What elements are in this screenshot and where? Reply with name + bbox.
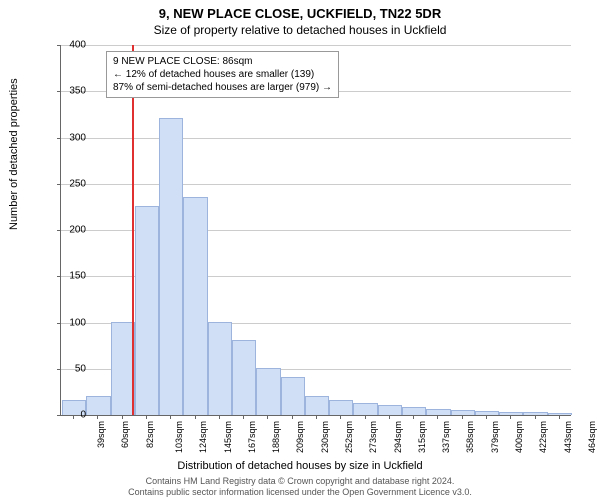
x-tick-label: 273sqm [368,421,378,453]
x-tick-label: 422sqm [538,421,548,453]
x-tick-mark [510,415,511,419]
x-tick-mark [559,415,560,419]
y-tick-label: 400 [46,40,86,51]
footer-line-2: Contains public sector information licen… [128,487,472,497]
x-tick-label: 167sqm [247,421,257,453]
x-tick-label: 188sqm [271,421,281,453]
x-tick-mark [365,415,366,419]
histogram-bar [183,197,207,415]
footer-attribution: Contains HM Land Registry data © Crown c… [0,476,600,498]
footer-line-1: Contains HM Land Registry data © Crown c… [146,476,455,486]
x-tick-label: 358sqm [465,421,475,453]
chart-title-main: 9, NEW PLACE CLOSE, UCKFIELD, TN22 5DR [0,0,600,21]
histogram-bar [329,400,353,415]
plot-area: 9 NEW PLACE CLOSE: 86sqm← 12% of detache… [60,45,571,416]
x-tick-label: 464sqm [587,421,597,453]
chart-container: 9, NEW PLACE CLOSE, UCKFIELD, TN22 5DR S… [0,0,600,500]
annotation-line: 87% of semi-detached houses are larger (… [113,81,332,94]
x-tick-mark [462,415,463,419]
chart-title-sub: Size of property relative to detached ho… [0,21,600,37]
y-tick-label: 350 [46,86,86,97]
x-tick-mark [535,415,536,419]
x-tick-mark [389,415,390,419]
annotation-box: 9 NEW PLACE CLOSE: 86sqm← 12% of detache… [106,51,339,98]
x-tick-label: 60sqm [120,421,130,448]
y-tick-label: 150 [46,271,86,282]
y-tick-label: 300 [46,132,86,143]
gridline [61,184,571,185]
x-tick-label: 103sqm [174,421,184,453]
histogram-bar [135,206,159,415]
x-tick-mark [195,415,196,419]
histogram-bar [256,368,280,415]
y-tick-label: 200 [46,225,86,236]
x-tick-label: 379sqm [490,421,500,453]
histogram-bar [305,396,329,416]
x-axis-label: Distribution of detached houses by size … [0,460,600,472]
x-tick-label: 337sqm [441,421,451,453]
annotation-line: 9 NEW PLACE CLOSE: 86sqm [113,55,332,68]
x-tick-label: 400sqm [514,421,524,453]
histogram-bar [402,407,426,415]
y-axis-label: Number of detached properties [8,78,20,230]
x-tick-mark [316,415,317,419]
x-tick-mark [146,415,147,419]
x-tick-mark [170,415,171,419]
x-tick-mark [97,415,98,419]
x-tick-label: 294sqm [393,421,403,453]
x-tick-mark [292,415,293,419]
histogram-bar [111,322,135,416]
x-tick-label: 252sqm [344,421,354,453]
y-tick-label: 250 [46,178,86,189]
x-tick-label: 315sqm [417,421,427,453]
x-tick-mark [267,415,268,419]
gridline [61,138,571,139]
x-tick-label: 82sqm [145,421,155,448]
x-tick-mark [413,415,414,419]
y-tick-label: 0 [46,410,86,421]
gridline [61,45,571,46]
histogram-bar [353,403,377,415]
histogram-bar [208,322,232,416]
histogram-bar [281,377,305,415]
x-tick-label: 124sqm [198,421,208,453]
histogram-bar [159,118,183,415]
x-tick-label: 230sqm [320,421,330,453]
y-tick-label: 50 [46,363,86,374]
histogram-bar [86,396,110,416]
histogram-bar [378,405,402,415]
x-tick-label: 443sqm [563,421,573,453]
x-tick-mark [340,415,341,419]
y-tick-label: 100 [46,317,86,328]
histogram-bar [232,340,256,415]
x-tick-mark [122,415,123,419]
x-tick-mark [219,415,220,419]
x-tick-label: 39sqm [96,421,106,448]
x-tick-mark [243,415,244,419]
x-tick-mark [486,415,487,419]
x-tick-mark [437,415,438,419]
x-tick-label: 145sqm [223,421,233,453]
x-tick-label: 209sqm [295,421,305,453]
property-marker-line [132,45,134,415]
annotation-line: ← 12% of detached houses are smaller (13… [113,68,332,81]
